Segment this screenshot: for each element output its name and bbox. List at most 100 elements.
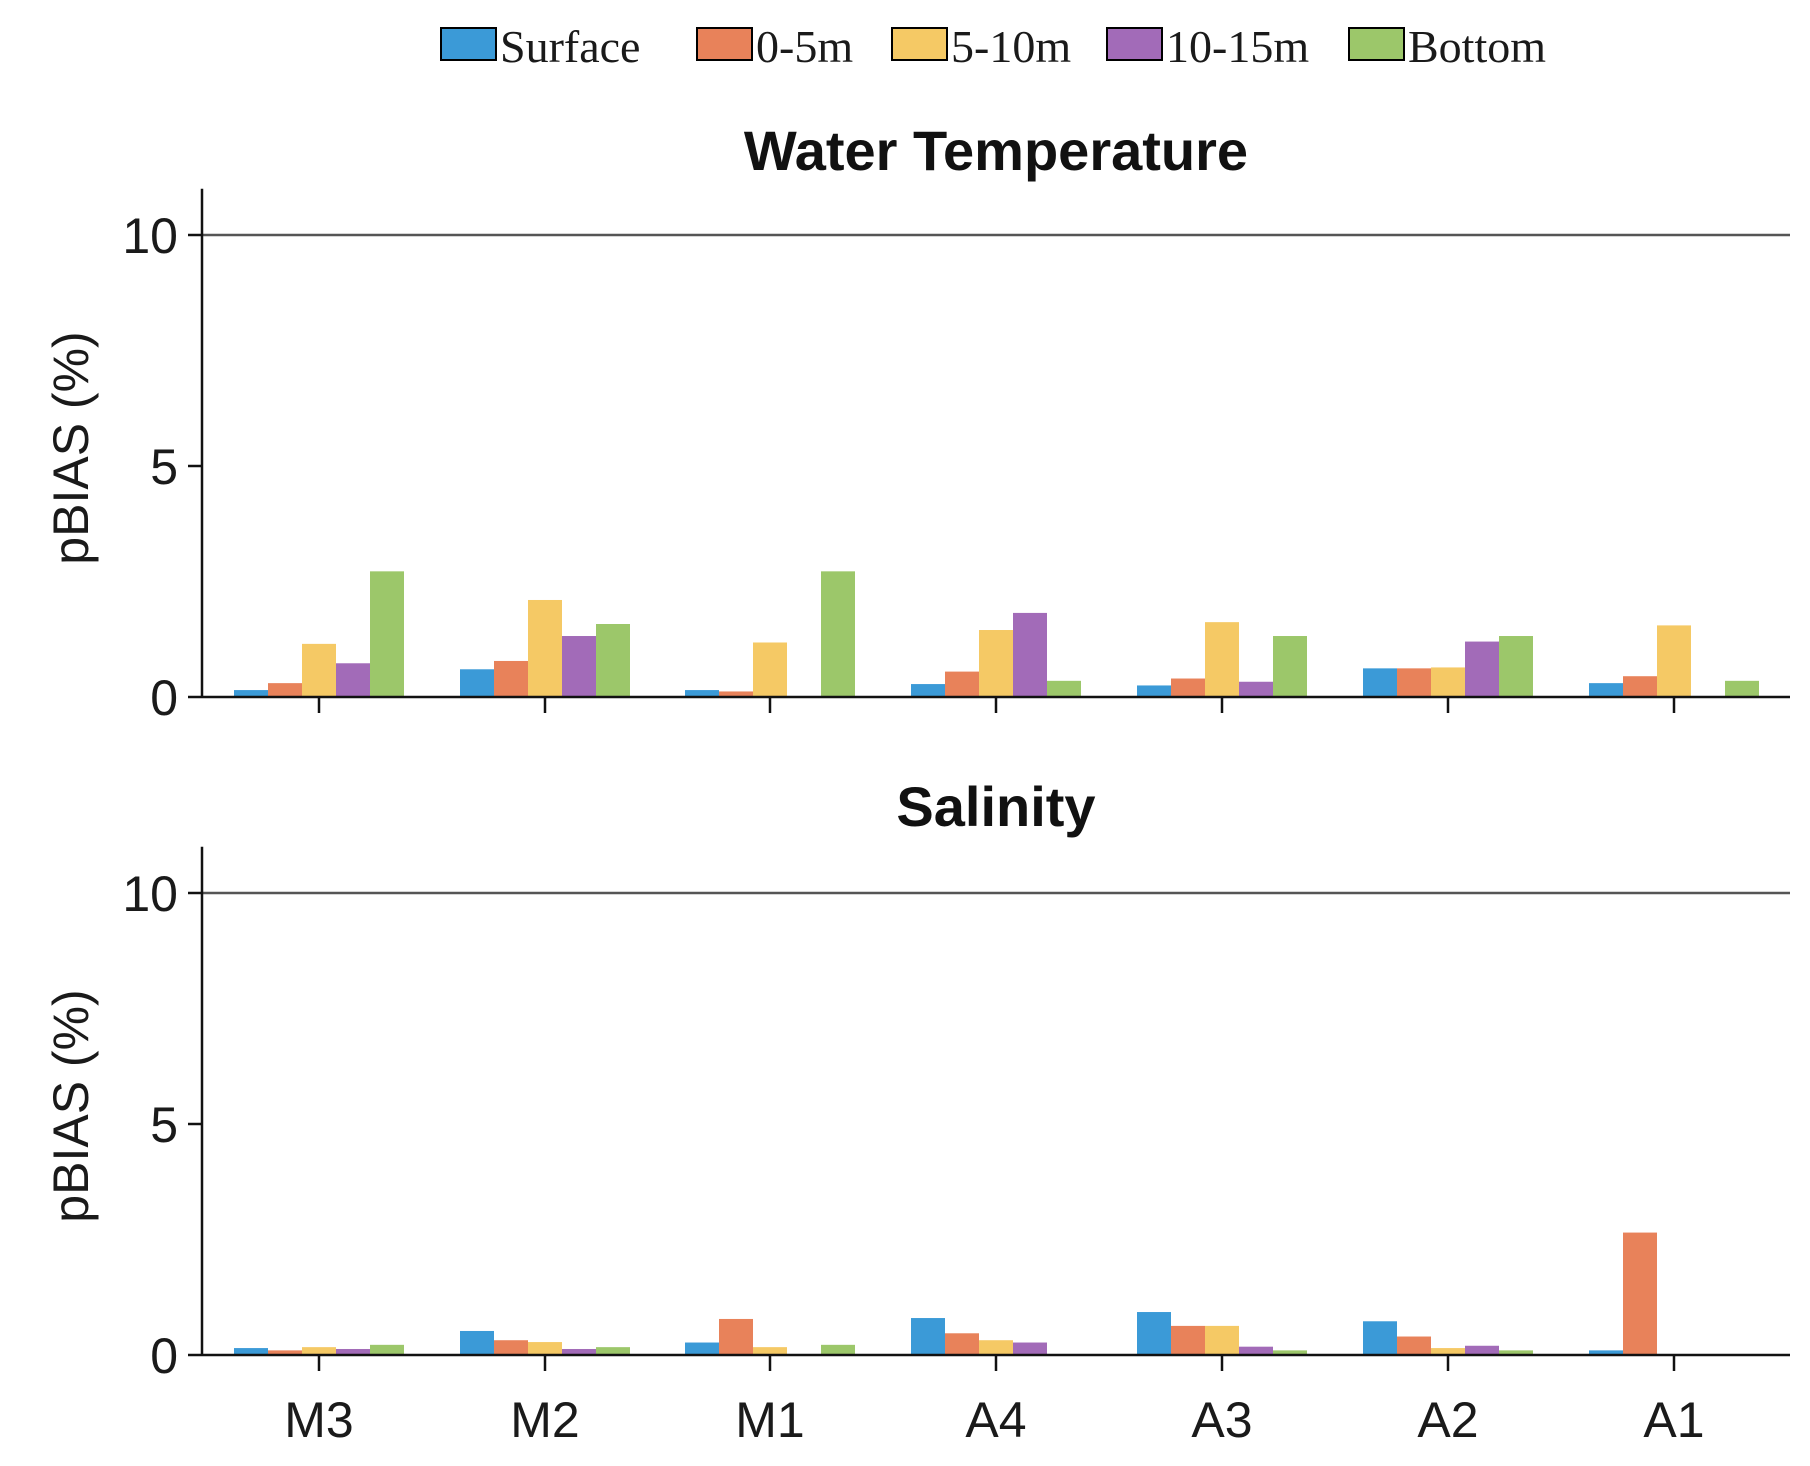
legend: Surface 0-5m 5-10m 10-15m Bottom [440, 21, 1546, 72]
legend-label: 5-10m [951, 21, 1071, 72]
bar-m3-bottom [370, 1344, 404, 1355]
x-tick-label-a4: A4 [965, 1392, 1026, 1448]
bar-m3-5-10m [302, 1347, 336, 1355]
bar-m3-10-15m [336, 663, 370, 697]
water-temperature-panel: Water Temperature pBIAS (%) 0 5 10 [43, 119, 1790, 726]
bar-a1-0-5m [1623, 1232, 1657, 1355]
bar-m2-5-10m [528, 599, 562, 697]
legend-swatch [1348, 27, 1405, 61]
bar-a3-bottom [1273, 1350, 1307, 1355]
legend-item-bottom[interactable]: Bottom [1348, 21, 1546, 72]
bar-a3-5-10m [1205, 622, 1239, 697]
bar-m3-0-5m [268, 1350, 302, 1355]
x-tick-label-m2: M2 [510, 1392, 579, 1448]
bar-a4-5-10m [979, 1340, 1013, 1355]
bar-a3-0-5m [1171, 678, 1205, 697]
y-tick-label: 5 [150, 439, 178, 495]
bar-m2-surface [460, 1330, 494, 1355]
bar-a2-surface [1363, 668, 1397, 697]
bar-a4-0-5m [945, 1333, 979, 1355]
bar-m3-0-5m [268, 683, 302, 697]
bar-m2-bottom [596, 1347, 630, 1355]
legend-swatch [1106, 27, 1163, 61]
bar-a1-surface [1589, 683, 1623, 697]
legend-item-0-5m[interactable]: 0-5m [696, 21, 853, 72]
legend-item-5-10m[interactable]: 5-10m [891, 21, 1071, 72]
bar-a3-10-15m [1239, 681, 1273, 697]
bar-m1-surface [685, 1342, 719, 1355]
bar-a3-5-10m [1205, 1325, 1239, 1355]
bar-a2-5-10m [1431, 1348, 1465, 1355]
legend-swatch [696, 27, 753, 61]
legend-swatch [891, 27, 948, 61]
bar-m3-10-15m [336, 1348, 370, 1355]
bar-m1-0-5m [719, 1318, 753, 1355]
bar-a4-10-15m [1013, 1342, 1047, 1355]
bar-a2-0-5m [1397, 1336, 1431, 1355]
chart-title: Salinity [896, 775, 1095, 838]
bar-a4-surface [911, 684, 945, 697]
bar-a3-10-15m [1239, 1346, 1273, 1355]
bar-a4-bottom [1047, 680, 1081, 697]
bar-a2-10-15m [1465, 1345, 1499, 1355]
bars [234, 571, 1759, 697]
x-tick-label-m1: M1 [735, 1392, 804, 1448]
bar-a2-0-5m [1397, 668, 1431, 697]
y-tick-label: 5 [150, 1097, 178, 1153]
legend-item-surface[interactable]: Surface [440, 21, 640, 72]
bar-a2-surface [1363, 1321, 1397, 1355]
bar-m2-surface [460, 669, 494, 697]
bar-m1-0-5m [719, 691, 753, 697]
bar-a3-surface [1137, 685, 1171, 697]
bar-m3-bottom [370, 571, 404, 697]
bar-a3-bottom [1273, 636, 1307, 697]
bar-m1-surface [685, 690, 719, 697]
legend-item-10-15m[interactable]: 10-15m [1106, 21, 1309, 72]
bar-a2-bottom [1499, 636, 1533, 697]
y-tick-label: 0 [150, 670, 178, 726]
legend-swatch [440, 27, 497, 61]
bar-m3-surface [234, 1348, 268, 1355]
bar-a3-0-5m [1171, 1325, 1205, 1355]
bar-m1-5-10m [753, 1347, 787, 1355]
legend-label: Bottom [1408, 21, 1546, 72]
bar-m2-10-15m [562, 1348, 596, 1355]
y-axis-label: pBIAS (%) [43, 989, 99, 1222]
chart-title: Water Temperature [744, 119, 1248, 182]
bar-a4-5-10m [979, 630, 1013, 697]
x-tick-label-a3: A3 [1191, 1392, 1252, 1448]
legend-label: 10-15m [1166, 21, 1309, 72]
bar-a1-bottom [1725, 680, 1759, 697]
bar-m2-bottom [596, 624, 630, 697]
salinity-panel: Salinity pBIAS (%) 0 5 10 M3 M2 M1 A4 A3 A2 A1 [43, 775, 1790, 1448]
bar-m1-bottom [821, 1344, 855, 1355]
bar-a4-10-15m [1013, 612, 1047, 697]
bar-a4-0-5m [945, 671, 979, 697]
bar-a1-0-5m [1623, 676, 1657, 697]
bar-a4-surface [911, 1318, 945, 1355]
bar-a2-5-10m [1431, 667, 1465, 697]
bar-m2-0-5m [494, 1340, 528, 1355]
bar-m1-5-10m [753, 642, 787, 697]
bar-m2-5-10m [528, 1342, 562, 1355]
bar-a2-bottom [1499, 1350, 1533, 1355]
y-tick-label: 10 [122, 866, 178, 922]
bar-m1-bottom [821, 571, 855, 697]
bar-a3-surface [1137, 1312, 1171, 1355]
bar-m2-0-5m [494, 660, 528, 697]
bar-m3-surface [234, 690, 268, 697]
y-tick-label: 10 [122, 208, 178, 264]
x-tick-label-a2: A2 [1417, 1392, 1478, 1448]
bar-a1-surface [1589, 1350, 1623, 1355]
x-tick-label-a1: A1 [1643, 1392, 1704, 1448]
y-axis-label: pBIAS (%) [43, 331, 99, 564]
legend-label: Surface [500, 21, 640, 72]
bar-a1-5-10m [1657, 625, 1691, 697]
legend-label: 0-5m [756, 21, 853, 72]
bar-m3-5-10m [302, 643, 336, 697]
x-tick-label-m3: M3 [284, 1392, 353, 1448]
y-tick-label: 0 [150, 1328, 178, 1384]
bars [234, 1232, 1657, 1355]
bar-a2-10-15m [1465, 641, 1499, 697]
